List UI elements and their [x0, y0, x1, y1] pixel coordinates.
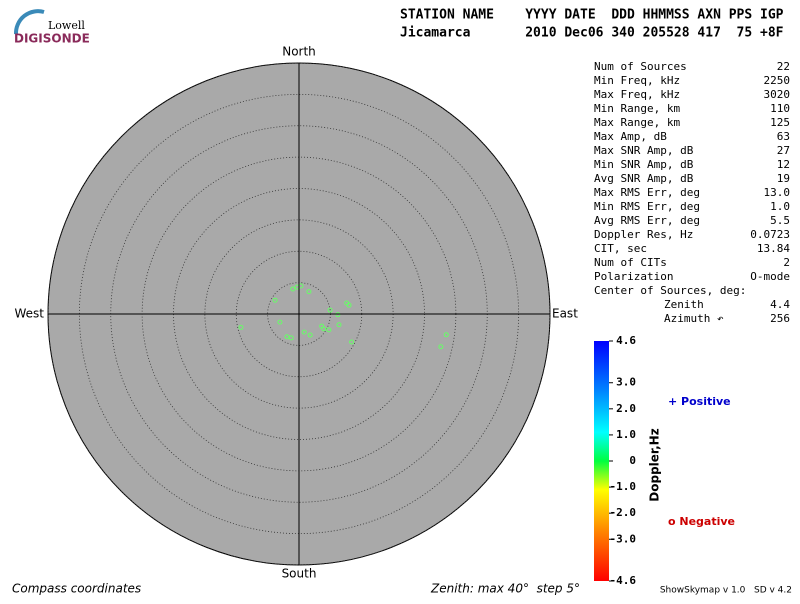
- source-point: [238, 324, 244, 330]
- logo-arc: [13, 9, 45, 35]
- stat-value: 13.0: [764, 186, 791, 199]
- legend-positive: + Positive: [668, 395, 731, 408]
- header-values: Jicamarca 2010 Dec06 340 205528 417 75 +…: [400, 26, 784, 41]
- colorbar-tick-label: 2.0: [616, 402, 636, 415]
- stat-value: 22: [777, 60, 790, 73]
- stat-label: Max SNR Amp, dB: [594, 144, 694, 157]
- south-label: South: [282, 567, 317, 581]
- colorbar-label: Doppler,Hz: [648, 428, 662, 501]
- colorbar-tick-label: 4.6: [616, 334, 636, 347]
- source-point: [290, 286, 296, 292]
- stat-value: 3020: [764, 88, 791, 101]
- stat-label: Max Amp, dB: [594, 130, 667, 143]
- source-point: [335, 312, 341, 318]
- colorbar-tick-label: 0: [629, 454, 636, 467]
- north-label: North: [282, 45, 316, 59]
- center-label: Azimuth ↶: [664, 312, 724, 325]
- footer-left: Compass coordinates: [12, 582, 141, 596]
- stat-label: Max RMS Err, deg: [594, 186, 700, 199]
- stat-value: 125: [770, 116, 790, 129]
- source-point: [301, 329, 307, 335]
- colorbar-tick-label: 3.0: [616, 376, 636, 389]
- stat-label: Num of Sources: [594, 60, 687, 73]
- stat-value: 2: [783, 256, 790, 269]
- stat-label: Min Range, km: [594, 102, 680, 115]
- logo-top: Lowell: [48, 19, 85, 32]
- source-point: [346, 302, 352, 308]
- center-title: Center of Sources, deg:: [594, 284, 746, 297]
- stat-label: Polarization: [594, 270, 673, 283]
- stat-label: Avg SNR Amp, dB: [594, 172, 694, 185]
- logo-bottom: DIGISONDE: [14, 32, 90, 46]
- west-label: West: [14, 307, 44, 321]
- stat-value: 12: [777, 158, 790, 171]
- footer-right: Zenith: max 40° step 5°: [430, 582, 580, 596]
- center-value: 4.4: [770, 298, 790, 311]
- stat-label: Doppler Res, Hz: [594, 228, 693, 241]
- colorbar-tick-label: -3.0: [610, 532, 637, 545]
- center-value: 256: [770, 312, 790, 325]
- stat-value: 13.84: [757, 242, 790, 255]
- source-point: [307, 332, 313, 338]
- source-point: [349, 339, 355, 345]
- stat-value: O-mode: [750, 270, 790, 283]
- source-point: [288, 335, 294, 341]
- source-point: [284, 334, 290, 340]
- colorbar-tick-label: 1.0: [616, 428, 636, 441]
- source-point: [272, 297, 278, 303]
- colorbar-tick-label: -2.0: [610, 506, 637, 519]
- stat-value: 0.0723: [750, 228, 790, 241]
- source-point: [306, 289, 312, 295]
- stat-label: Max Range, km: [594, 116, 680, 129]
- source-point: [438, 344, 444, 350]
- stat-label: Num of CITs: [594, 256, 667, 269]
- source-point: [326, 327, 332, 333]
- stat-value: 110: [770, 102, 790, 115]
- source-point: [443, 332, 449, 338]
- colorbar-tick-label: -4.6: [610, 574, 637, 587]
- stat-value: 2250: [764, 74, 791, 87]
- stat-value: 27: [777, 144, 790, 157]
- stat-label: Min SNR Amp, dB: [594, 158, 694, 171]
- colorbar-tick-label: -1.0: [610, 480, 637, 493]
- east-label: East: [552, 307, 578, 321]
- source-point: [321, 326, 327, 332]
- stat-value: 1.0: [770, 200, 790, 213]
- stat-value: 5.5: [770, 214, 790, 227]
- legend-negative: o Negative: [668, 515, 735, 528]
- stat-label: CIT, sec: [594, 242, 647, 255]
- source-point: [327, 307, 333, 313]
- source-point: [336, 322, 342, 328]
- stat-label: Min RMS Err, deg: [594, 200, 700, 213]
- stat-label: Avg RMS Err, deg: [594, 214, 700, 227]
- header-columns: STATION NAME YYYY DATE DDD HHMMSS AXN PP…: [400, 8, 784, 23]
- source-point: [277, 319, 283, 325]
- stat-label: Max Freq, kHz: [594, 88, 680, 101]
- colorbar: [594, 341, 609, 581]
- footer-version: ShowSkymap v 1.0 SD v 4.2: [660, 586, 792, 596]
- stat-label: Min Freq, kHz: [594, 74, 680, 87]
- center-label: Zenith: [664, 298, 704, 311]
- stat-value: 19: [777, 172, 790, 185]
- stat-value: 63: [777, 130, 790, 143]
